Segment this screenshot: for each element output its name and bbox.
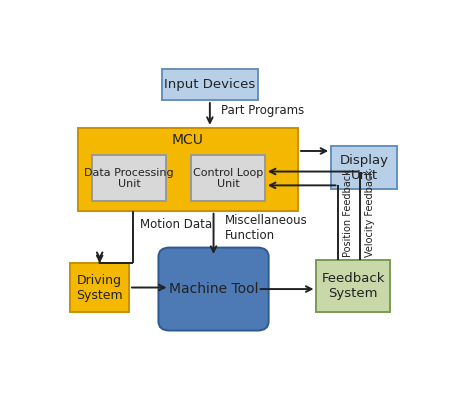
Text: Driving
System: Driving System	[76, 274, 123, 302]
Text: MCU: MCU	[172, 133, 204, 147]
FancyBboxPatch shape	[158, 247, 269, 330]
FancyBboxPatch shape	[316, 260, 390, 312]
FancyBboxPatch shape	[331, 146, 397, 189]
Text: Velocity Feedback: Velocity Feedback	[365, 169, 375, 257]
FancyBboxPatch shape	[162, 69, 258, 100]
FancyBboxPatch shape	[92, 155, 166, 201]
FancyBboxPatch shape	[78, 128, 298, 211]
Text: Position Feedback: Position Feedback	[343, 169, 353, 257]
Text: Display
Unit: Display Unit	[340, 154, 389, 182]
Text: Part Programs: Part Programs	[221, 105, 304, 117]
FancyBboxPatch shape	[70, 263, 129, 312]
Text: Motion Data: Motion Data	[140, 218, 212, 231]
Text: Input Devices: Input Devices	[164, 78, 255, 91]
Text: Control Loop
Unit: Control Loop Unit	[193, 168, 264, 189]
Text: Feedback
System: Feedback System	[321, 272, 385, 300]
Text: Miscellaneous
Function: Miscellaneous Function	[225, 213, 307, 242]
Text: Machine Tool: Machine Tool	[169, 282, 258, 296]
Text: Data Processing
Unit: Data Processing Unit	[84, 168, 174, 189]
FancyBboxPatch shape	[191, 155, 265, 201]
